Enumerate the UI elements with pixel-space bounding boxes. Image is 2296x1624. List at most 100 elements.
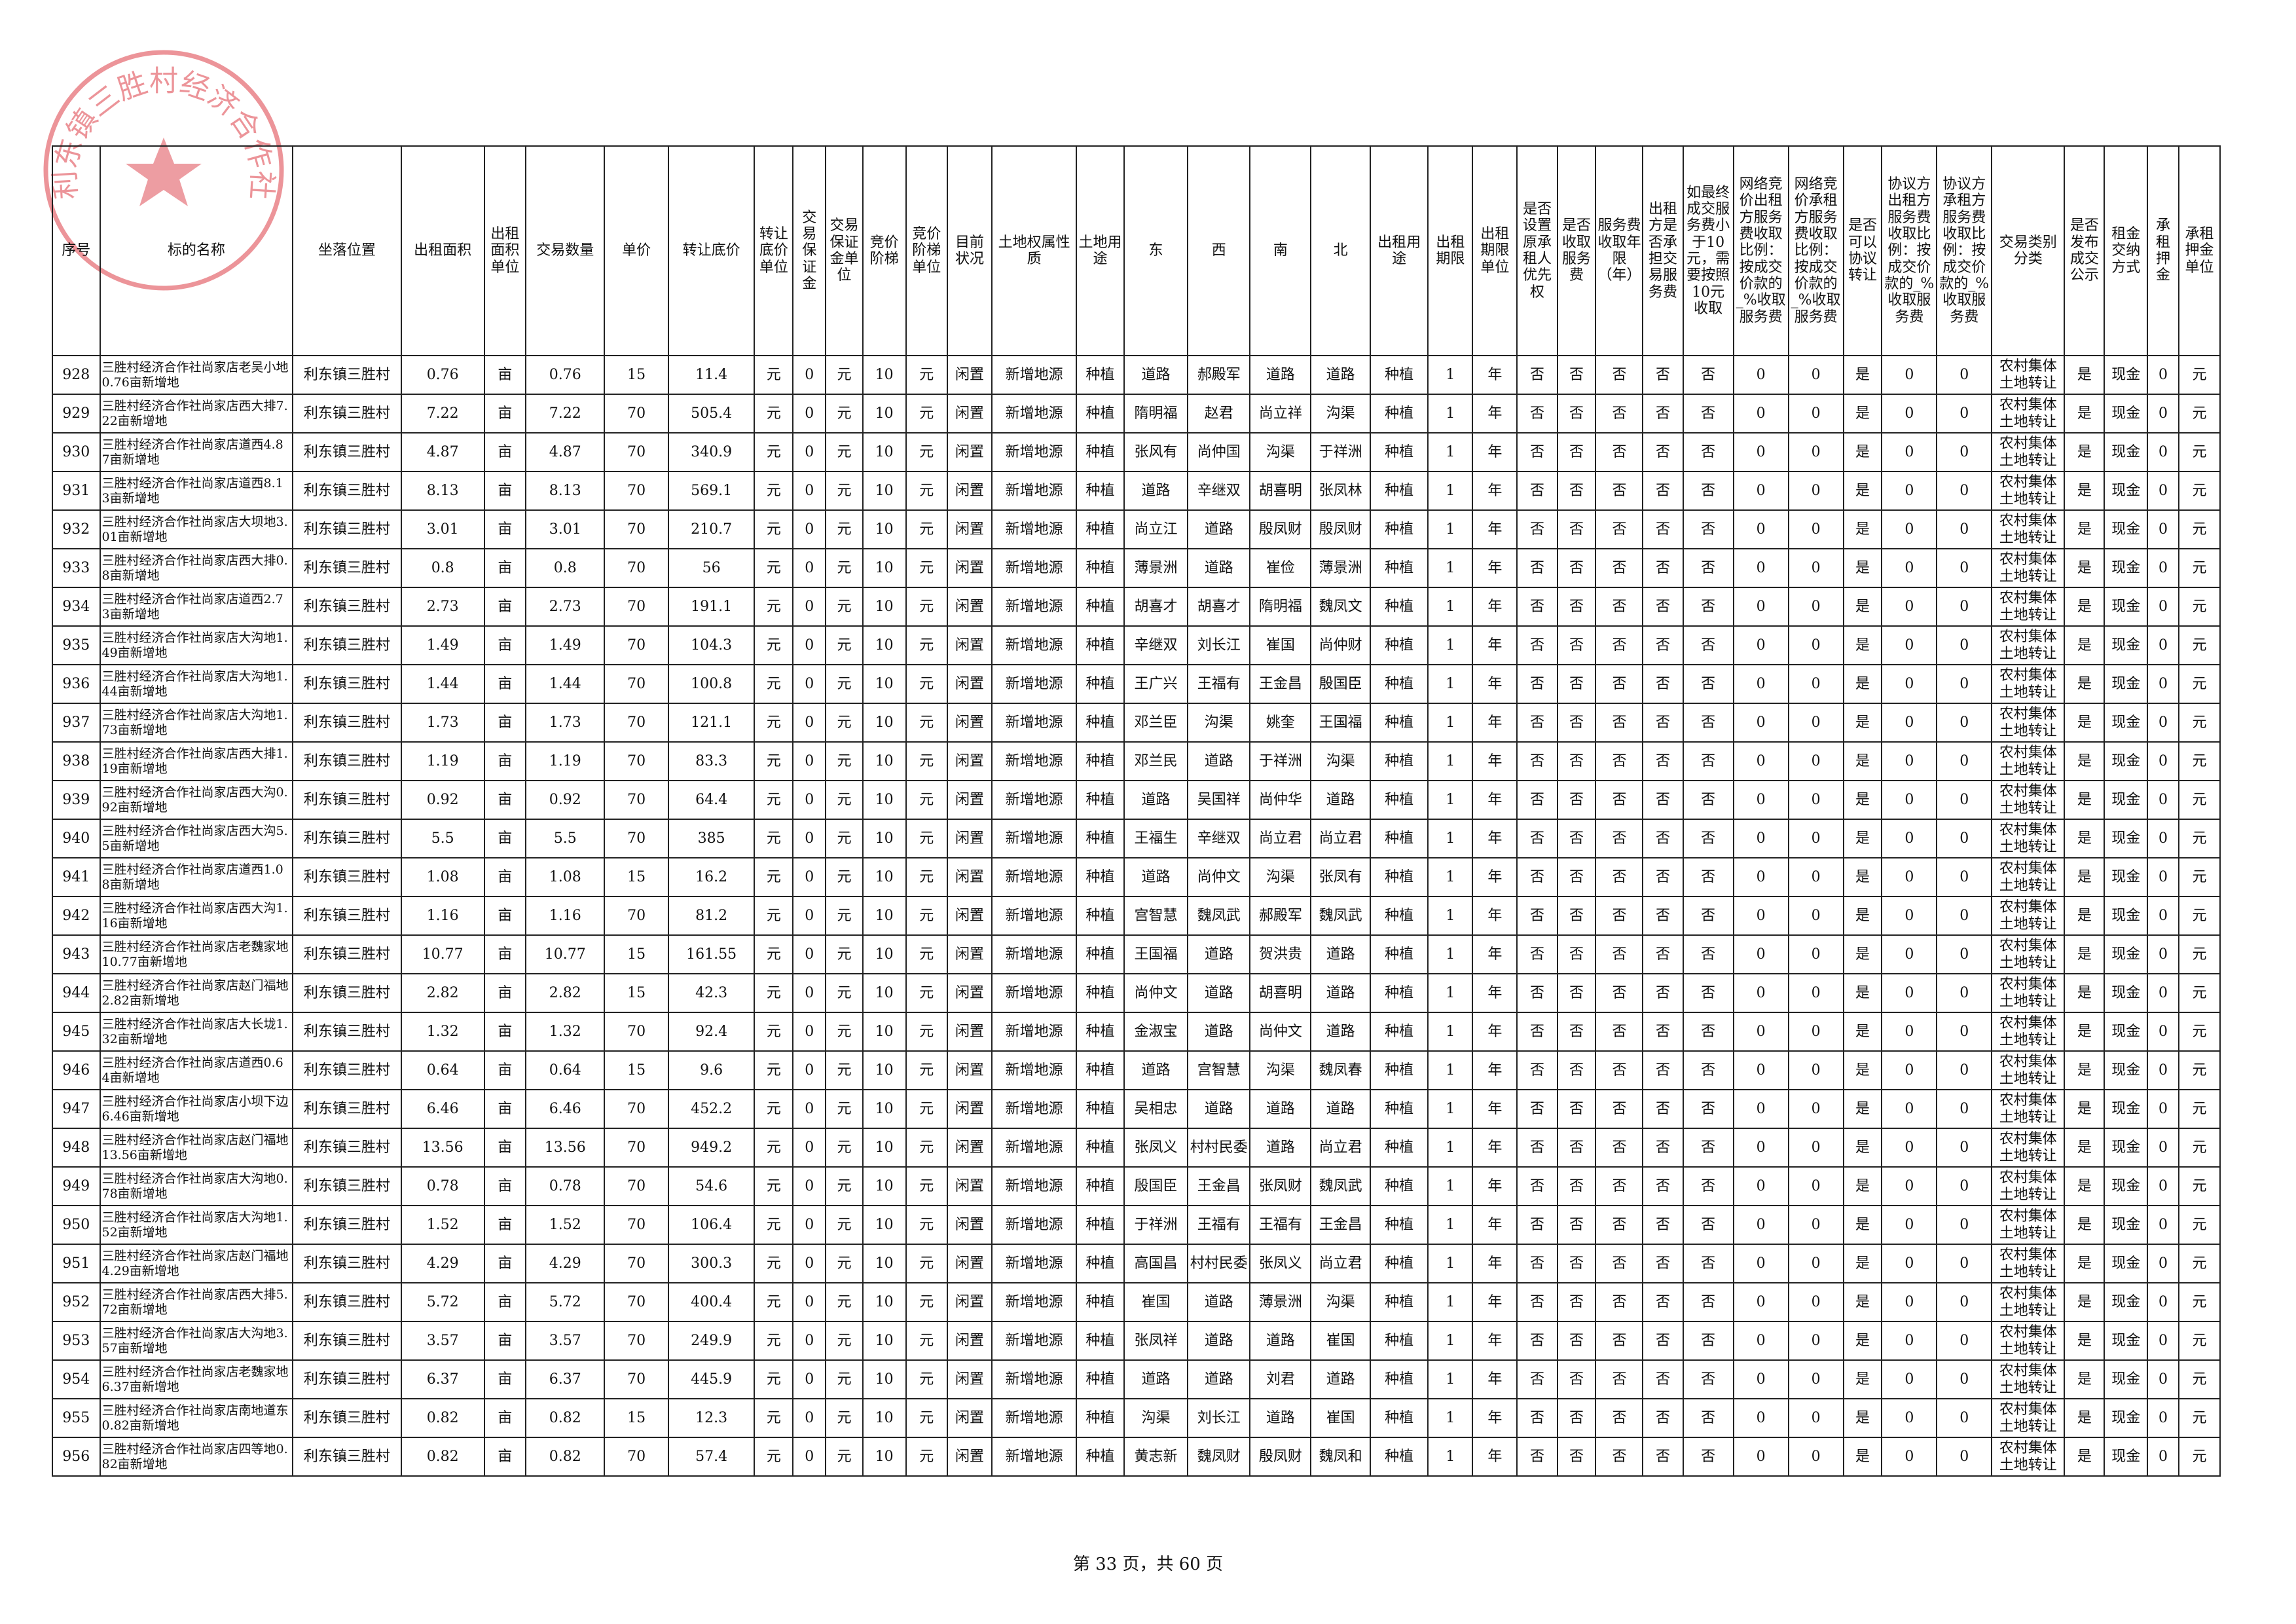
table-cell: 否 — [1595, 741, 1644, 781]
table-cell: 郝殿军 — [1187, 355, 1251, 395]
table-cell: 种植 — [1369, 548, 1429, 588]
table-cell: 道路 — [1187, 1012, 1251, 1052]
table-row: 928 三胜村经济合作社尚家店老吴小地0.76亩新增地 利东镇三胜村 0.76 亩 0.7… — [52, 355, 2221, 395]
table-cell: 0 — [792, 1282, 827, 1322]
name-cell: 三胜村经济合作社尚家店西大沟1.16亩新增地 — [99, 896, 294, 936]
table-cell: 亩 — [483, 471, 527, 511]
table-cell: 元 — [754, 1205, 794, 1245]
table-cell: 殷凤财 — [1249, 509, 1312, 549]
table-cell: 现金 — [2104, 355, 2149, 395]
table-cell: 1.19 — [525, 741, 606, 781]
table-row: 953 三胜村经济合作社尚家店大沟地3.57亩新增地 利东镇三胜村 3.57 亩 3.57… — [52, 1321, 2221, 1361]
table-cell: 元 — [754, 1282, 794, 1322]
table-cell: 否 — [1556, 896, 1597, 936]
table-cell: 0 — [2147, 432, 2179, 472]
table-cell: 70 — [604, 1282, 669, 1322]
table-cell: 元 — [754, 1128, 794, 1168]
table-cell: 利东镇三胜村 — [292, 1089, 402, 1129]
table-cell: 否 — [1516, 703, 1558, 743]
header-cell: 坐落位置 — [292, 145, 402, 356]
table-cell: 1 — [1427, 1321, 1474, 1361]
table-cell: 否 — [1595, 1398, 1644, 1438]
header-row: 序号 标的名称 坐落位置 出租面积 出租面积单位 交易数量 单价 转让底价 转让底价单位 交易保证… — [52, 145, 2221, 356]
name-cell: 三胜村经济合作社尚家店赵门福地2.82亩新增地 — [99, 973, 294, 1013]
table-cell: 是 — [1842, 1128, 1883, 1168]
table-cell: 年 — [1472, 934, 1518, 974]
table-cell: 0 — [1732, 1321, 1789, 1361]
table-cell: 是 — [2064, 1244, 2105, 1283]
table-cell: 0 — [1732, 471, 1789, 511]
table-cell: 是 — [1842, 1050, 1883, 1090]
table-cell: 农村集体土地转让 — [1991, 548, 2066, 588]
table-cell: 0 — [1936, 1166, 1993, 1206]
table-cell: 农村集体土地转让 — [1991, 1089, 2066, 1129]
table-cell: 0 — [792, 1321, 827, 1361]
table-cell: 亩 — [483, 1282, 527, 1322]
table-cell: 0 — [2147, 1282, 2179, 1322]
table-cell: 否 — [1556, 432, 1597, 472]
table-cell: 元 — [905, 394, 949, 434]
table-cell: 64.4 — [667, 780, 756, 820]
table-cell: 辛继双 — [1187, 819, 1251, 858]
table-cell: 否 — [1595, 703, 1644, 743]
table-cell: 元 — [905, 819, 949, 858]
table-row: 955 三胜村经济合作社尚家店南地道东0.82亩新增地 利东镇三胜村 0.82 亩 0.8… — [52, 1398, 2221, 1438]
table-cell: 否 — [1682, 1398, 1734, 1438]
table-cell: 亩 — [483, 819, 527, 858]
table-row: 936 三胜村经济合作社尚家店大沟地1.44亩新增地 利东镇三胜村 1.44 亩 1.44… — [52, 664, 2221, 704]
table-cell: 104.3 — [667, 625, 756, 665]
table-cell: 0 — [792, 1089, 827, 1129]
table-cell: 否 — [1595, 973, 1644, 1013]
table-cell: 是 — [2064, 1050, 2105, 1090]
table-cell: 种植 — [1076, 394, 1125, 434]
table-cell: 否 — [1642, 934, 1684, 974]
table-cell: 0 — [792, 896, 827, 936]
table-cell: 元 — [905, 1437, 949, 1477]
table-cell: 0.92 — [525, 780, 606, 820]
table-cell: 是 — [2064, 741, 2105, 781]
table-cell: 亩 — [483, 1437, 527, 1477]
table-cell: 930 — [52, 432, 101, 472]
table-cell: 70 — [604, 664, 669, 704]
table-cell: 0 — [1936, 355, 1993, 395]
table-cell: 元 — [905, 934, 949, 974]
table-cell: 0.82 — [400, 1437, 485, 1477]
table-cell: 现金 — [2104, 471, 2149, 511]
table-cell: 是 — [1842, 1205, 1883, 1245]
table-cell: 年 — [1472, 1359, 1518, 1399]
table-cell: 5.5 — [400, 819, 485, 858]
table-cell: 元 — [825, 355, 864, 395]
table-cell: 现金 — [2104, 1282, 2149, 1322]
table-cell: 否 — [1556, 548, 1597, 588]
table-cell: 0 — [1936, 1012, 1993, 1052]
table-cell: 是 — [2064, 1205, 2105, 1245]
table-cell: 0 — [1787, 471, 1844, 511]
table-cell: 亩 — [483, 703, 527, 743]
table-cell: 元 — [905, 1359, 949, 1399]
table-cell: 元 — [905, 780, 949, 820]
table-cell: 亩 — [483, 1398, 527, 1438]
table-cell: 元 — [754, 664, 794, 704]
table-cell: 否 — [1595, 394, 1644, 434]
table-cell: 否 — [1556, 1050, 1597, 1090]
table-cell: 元 — [2178, 509, 2221, 549]
table-cell: 0 — [792, 1359, 827, 1399]
table-cell: 是 — [1842, 973, 1883, 1013]
table-cell: 新增地源 — [991, 1089, 1078, 1129]
table-cell: 是 — [1842, 587, 1883, 627]
table-cell: 亩 — [483, 1089, 527, 1129]
table-cell: 是 — [2064, 1089, 2105, 1129]
table-cell: 1.19 — [400, 741, 485, 781]
table-cell: 0.78 — [400, 1166, 485, 1206]
table-cell: 种植 — [1076, 1437, 1125, 1477]
table-cell: 元 — [825, 1244, 864, 1283]
table-cell: 955 — [52, 1398, 101, 1438]
table-cell: 0 — [1732, 703, 1789, 743]
table-cell: 元 — [905, 509, 949, 549]
table-cell: 农村集体土地转让 — [1991, 1321, 2066, 1361]
name-cell: 三胜村经济合作社尚家店道西8.13亩新增地 — [99, 471, 294, 511]
table-cell: 新增地源 — [991, 819, 1078, 858]
table-cell: 年 — [1472, 819, 1518, 858]
table-cell: 沟渠 — [1249, 1050, 1312, 1090]
table-cell: 元 — [905, 1050, 949, 1090]
